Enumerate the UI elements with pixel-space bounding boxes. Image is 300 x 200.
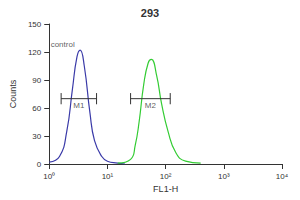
svg-text:30: 30 [32,132,41,141]
svg-text:10³: 10³ [218,172,230,181]
svg-text:293: 293 [141,7,159,19]
svg-text:M1: M1 [73,101,85,110]
svg-text:0: 0 [37,160,42,169]
svg-text:control: control [51,40,75,49]
svg-text:120: 120 [28,48,42,57]
svg-text:M2: M2 [145,101,157,110]
svg-text:FL1-H: FL1-H [153,184,178,194]
svg-text:10⁰: 10⁰ [43,172,55,181]
svg-text:150: 150 [28,20,42,29]
svg-text:Counts: Counts [8,79,18,108]
svg-text:90: 90 [32,76,41,85]
svg-text:10²: 10² [160,172,172,181]
svg-text:10¹: 10¹ [102,172,114,181]
svg-text:10⁴: 10⁴ [276,172,289,181]
svg-text:60: 60 [32,104,41,113]
